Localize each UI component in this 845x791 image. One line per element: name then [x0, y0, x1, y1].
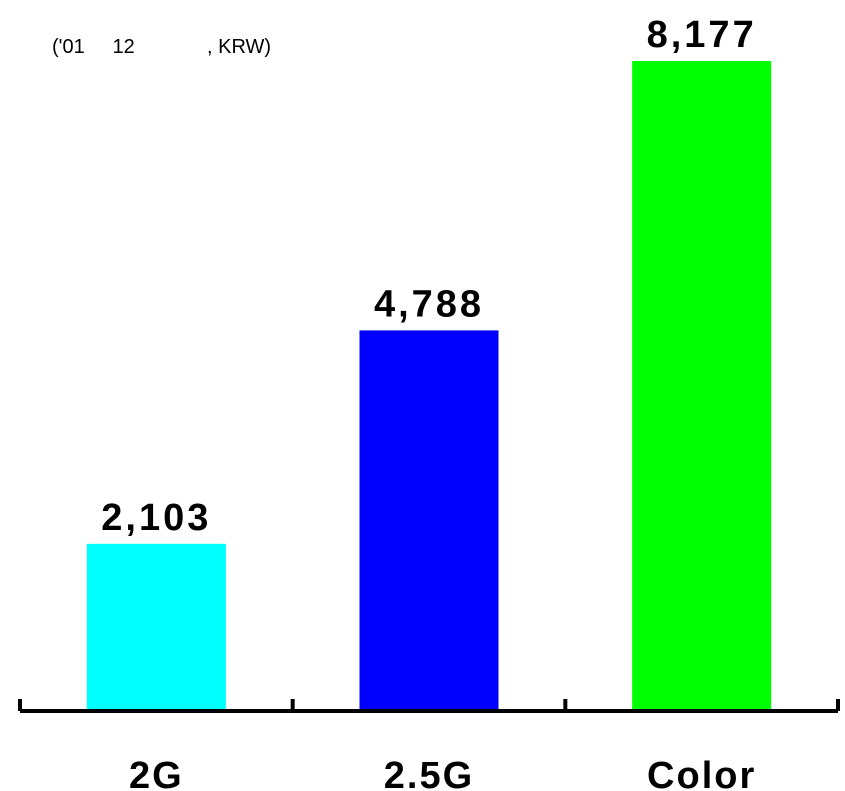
bar-2-5g	[359, 330, 499, 711]
category-labels-group: 2G 2.5G Color	[129, 755, 756, 791]
value-labels-group: 2,103 4,788 8,177	[101, 14, 757, 539]
category-label: Color	[647, 755, 756, 791]
value-label: 8,177	[647, 14, 757, 56]
category-label: 2G	[129, 755, 184, 791]
bar-color	[632, 61, 772, 711]
chart-unit-note: ('01 12 , KRW)	[52, 36, 272, 58]
value-label: 4,788	[374, 283, 484, 325]
bar-2g	[86, 543, 226, 711]
x-axis	[18, 699, 840, 713]
category-label: 2.5G	[384, 755, 474, 791]
bars-group	[86, 61, 772, 711]
value-label: 2,103	[101, 497, 211, 539]
